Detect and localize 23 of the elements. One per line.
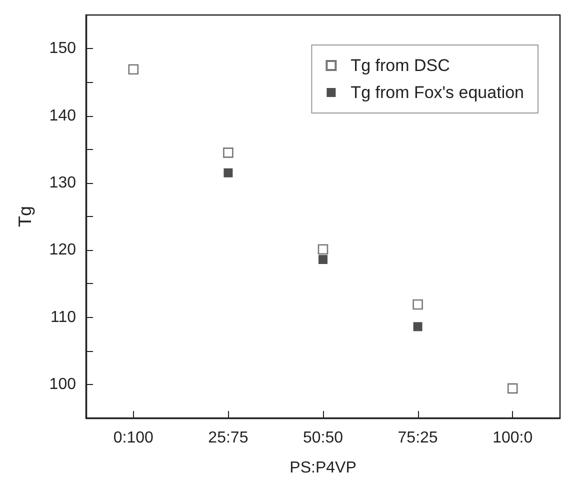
point bbox=[223, 148, 234, 158]
point bbox=[224, 168, 233, 178]
y-tick-label: 110 bbox=[50, 308, 76, 326]
legend-label: Tg from DSC bbox=[350, 56, 450, 75]
y-axis-title: Tg bbox=[15, 206, 35, 228]
x-tick-label: 0:100 bbox=[113, 430, 154, 446]
y-tick-label: 130 bbox=[49, 174, 76, 192]
y-tick-label: 140 bbox=[49, 107, 76, 124]
x-tick-label: 100:0 bbox=[492, 430, 533, 446]
point bbox=[318, 244, 328, 255]
point bbox=[128, 64, 139, 75]
y-tick-label: 120 bbox=[49, 242, 76, 259]
legend-label: Tg from Fox's equation bbox=[350, 83, 524, 102]
point bbox=[507, 383, 518, 394]
point bbox=[318, 254, 328, 264]
y-tick-label: 100 bbox=[49, 376, 76, 393]
x-tick-label: 25:75 bbox=[208, 430, 248, 446]
point bbox=[413, 322, 422, 332]
point bbox=[412, 299, 423, 310]
y-tick-label: 150 bbox=[49, 40, 76, 58]
x-axis-title: PS:P4VP bbox=[290, 460, 356, 476]
x-tick-label: 75:25 bbox=[398, 430, 438, 446]
x-tick-label: 50:50 bbox=[302, 430, 344, 446]
